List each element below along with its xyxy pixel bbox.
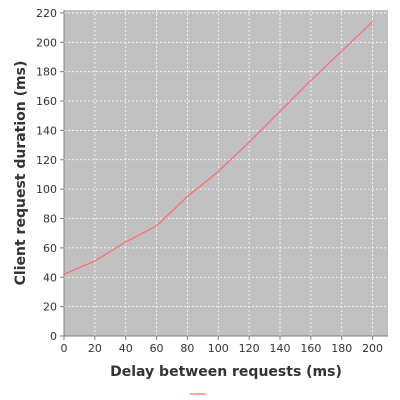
axes: [63, 10, 388, 337]
x-tick-label: 100: [208, 342, 229, 355]
y-tick-label: 80: [43, 213, 57, 226]
y-tick-label: 120: [36, 154, 57, 167]
x-tick-label: 20: [88, 342, 102, 355]
series-layer: [63, 21, 373, 275]
y-tick-label: 40: [43, 271, 57, 284]
x-tick-label: 120: [239, 342, 260, 355]
x-axis-title: Delay between requests (ms): [110, 364, 342, 380]
x-tick-label: 60: [150, 342, 164, 355]
y-tick-label: 160: [36, 95, 57, 108]
y-tick-label: 140: [36, 124, 57, 137]
y-tick-label: 180: [36, 66, 57, 79]
y-tick-label: 20: [43, 301, 57, 314]
x-tick-label: 160: [300, 342, 321, 355]
y-tick-label: 60: [43, 242, 57, 255]
x-tick-label: 0: [61, 342, 68, 355]
y-tick-label: 100: [36, 183, 57, 196]
y-axis-ticks: 0 20 40 60 80 100 120 140 160 180 200 220: [36, 7, 64, 343]
series-line-0: [63, 21, 373, 275]
x-tick-label: 140: [270, 342, 291, 355]
x-tick-label: 200: [362, 342, 383, 355]
plot-area: [64, 10, 388, 336]
y-axis-title: Client request duration (ms): [13, 61, 29, 286]
y-tick-label: 0: [50, 330, 57, 343]
y-tick-label: 200: [36, 36, 57, 49]
x-tick-label: 40: [119, 342, 133, 355]
x-tick-label: 80: [180, 342, 194, 355]
x-axis-ticks: 0 20 40 60 80 100 120 140 160 180 200: [61, 336, 383, 355]
x-tick-label: 180: [331, 342, 352, 355]
y-tick-label: 220: [36, 7, 57, 20]
grid-lines: [64, 10, 388, 336]
